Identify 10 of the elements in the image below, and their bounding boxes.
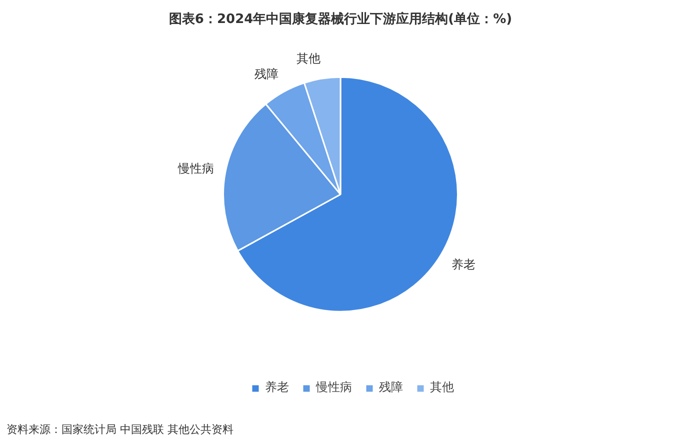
legend-label: 养老	[265, 379, 289, 396]
text: 资料来源：国家统计局 中国残联 其他公共资料	[6, 422, 234, 436]
slice-label: 养老	[452, 257, 476, 272]
slice-label: 慢性病	[176, 162, 214, 176]
chart-title: 图表6：2024年中国康复器械行业下游应用结构(单位：%)	[168, 10, 512, 27]
slice-label: 残障	[254, 66, 278, 81]
legend-label: 残障	[379, 379, 403, 396]
legend-label: 其他	[430, 379, 454, 396]
slice-label: 其他	[296, 51, 320, 66]
legend-label: 慢性病	[316, 379, 352, 396]
